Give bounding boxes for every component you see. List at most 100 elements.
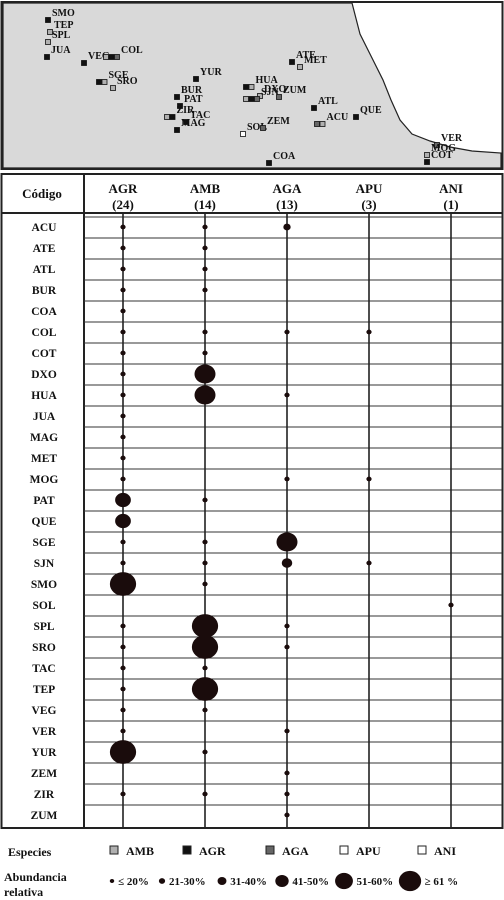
map-site: SGE [96,70,129,85]
column-header-count: (13) [276,197,298,212]
map-site-marker [311,105,317,111]
map-site-marker [257,93,263,99]
map-site-marker [254,96,260,102]
abundance-dot [120,665,126,671]
map-site-label: DXO [264,84,286,95]
abundance-dot [120,392,126,398]
map-site-marker [108,54,115,60]
map-site-label: PAT [184,94,203,105]
abundance-dot [283,223,291,231]
abundance-dot [284,791,290,797]
column-header-name: AGR [109,181,139,196]
map-site-label: TEP [54,20,73,31]
map-site-label: HUA [256,75,279,86]
row-codes: ACU ATE ATL BUR COA COL COT DXO HUA JUA MAG MET MOG P… [30,222,59,822]
map-site-label: ZEM [267,116,290,127]
species-legend-label: Especies [8,845,52,859]
row-code: SJN [34,558,55,570]
map-site-marker [169,114,176,120]
abundance-dot [120,329,126,335]
table-panel: Código AGR(24) AMB(14) AGA(13) APU(3) ANI(1)… [0,173,504,829]
legend-panel: Especies AMB AGR AGA APU ANI Abundancia rela… [4,844,458,899]
map-site-marker [314,121,320,127]
species-legend: AMB AGR AGA APU ANI [109,844,456,858]
row-code: TAC [32,663,55,675]
map-site-label: SPL [52,30,71,41]
row-code: MET [31,453,58,465]
map-site-marker [114,54,120,60]
abundance-dot [202,329,208,335]
map-site-marker [45,17,51,23]
map-site: DXO [257,84,286,99]
map-site: ZUM [276,85,307,100]
map-site: COT [424,150,453,165]
map-site-marker [260,125,266,131]
map-site: HUA [243,75,279,90]
map-site: ZIR [164,105,195,120]
map-site-marker [193,76,199,82]
map-site-marker [243,96,249,102]
abundance-dot [276,532,298,552]
abundance-dot [366,560,372,566]
abundance-dot [284,392,290,398]
row-lines [84,216,502,806]
row-code: MOG [30,474,59,486]
row-code: JUA [33,411,56,423]
abundance-dot [202,791,208,797]
map-site-marker [424,159,430,165]
abundance-legend-item: 31-40% [230,876,267,888]
abundance-legend-label-2: relativa [4,885,43,899]
column-header-count: (14) [194,197,216,212]
abundance-dot [120,707,126,713]
map-site: VER [434,133,463,148]
abundance-dot [120,455,126,461]
abundance-dot [120,413,126,419]
map-site-label: COT [431,150,453,161]
column-header-count: (1) [443,197,458,212]
species-swatch [417,845,427,855]
row-code: QUE [32,516,57,528]
map-site-marker [47,29,53,35]
abundance-dot [202,749,208,755]
code-column-header: Código [22,186,62,201]
map-site-marker [353,114,359,120]
map-site-marker [45,39,51,45]
row-code: VER [32,726,57,738]
column-headers: AGR(24) AMB(14) AGA(13) APU(3) ANI(1) [109,181,463,212]
map-site-label: QUE [360,105,382,116]
row-code: COL [32,327,57,339]
map-site-marker [240,131,246,137]
map-site-marker [174,127,180,133]
map-site-marker [276,94,282,100]
column-header-name: AMB [190,181,221,196]
abundance-dot [284,770,290,776]
abundance-dots [109,223,454,818]
map-site-label: COA [273,151,296,162]
abundance-legend-item: 21-30% [169,876,206,888]
abundance-dot [194,385,216,405]
abundance-dot [120,560,126,566]
species-legend-item: AGR [199,844,226,858]
map-site-marker [248,84,255,90]
map-site: TAC [183,110,210,125]
map-site-marker [44,54,50,60]
map-site-label: SMO [52,8,75,19]
map-site-marker [164,114,170,120]
map-site-marker [177,103,183,109]
column-header-count: (3) [361,197,376,212]
map-site-marker [103,54,109,60]
abundance-dot [120,224,126,230]
map-site-label: ATE [296,50,316,61]
map-site: JUA [44,45,71,60]
row-code: YUR [32,747,58,759]
map-site-marker [243,84,249,90]
abundance-dot [281,558,293,568]
map-site-marker [434,142,440,148]
map-site: SOL [240,122,267,137]
species-swatch [109,845,119,855]
map-site-label: TAC [190,110,210,121]
map-sites: SMOTEPSPLJUAVEGCOLSGESROBURYURPATZIRTACM… [44,8,463,166]
species-swatch [339,845,349,855]
map-site-marker [81,60,87,66]
